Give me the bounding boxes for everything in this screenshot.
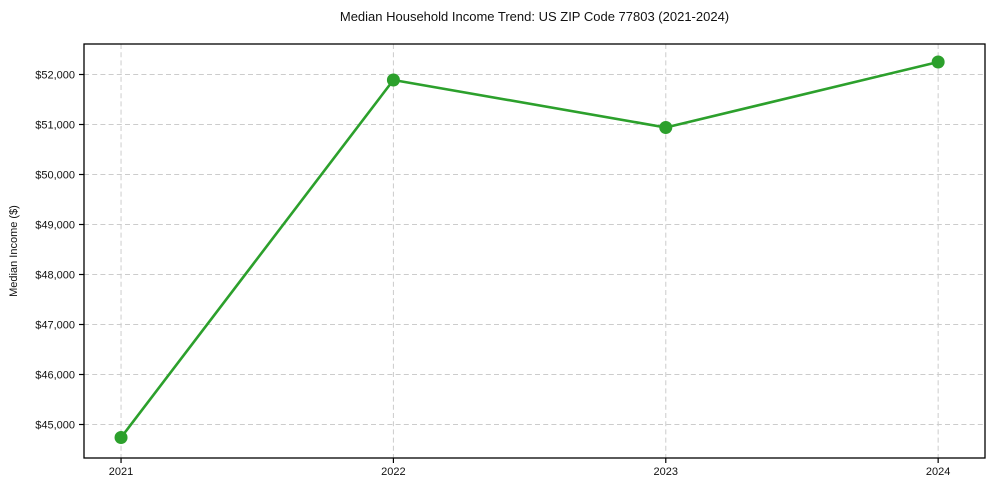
y-tick-label: $51,000 bbox=[35, 120, 75, 132]
x-tick-label: 2024 bbox=[926, 466, 950, 478]
y-tick-label: $52,000 bbox=[35, 70, 75, 82]
x-tick-label: 2023 bbox=[654, 466, 678, 478]
y-tick-label: $46,000 bbox=[35, 370, 75, 382]
x-tick-label: 2021 bbox=[109, 466, 133, 478]
data-point bbox=[931, 55, 945, 69]
chart-title: Median Household Income Trend: US ZIP Co… bbox=[339, 9, 730, 24]
y-tick-label: $47,000 bbox=[35, 320, 75, 332]
plot-border bbox=[83, 43, 986, 459]
y-tick-label: $48,000 bbox=[35, 270, 75, 282]
data-point bbox=[659, 121, 673, 134]
data-line bbox=[119, 60, 940, 439]
y-tick-label: $45,000 bbox=[35, 420, 75, 432]
y-tick-label: $49,000 bbox=[35, 220, 75, 232]
x-tick-label: 2022 bbox=[381, 466, 405, 478]
data-point bbox=[114, 431, 128, 444]
data-point bbox=[386, 73, 400, 87]
y-tick-label: $50,000 bbox=[35, 170, 75, 182]
